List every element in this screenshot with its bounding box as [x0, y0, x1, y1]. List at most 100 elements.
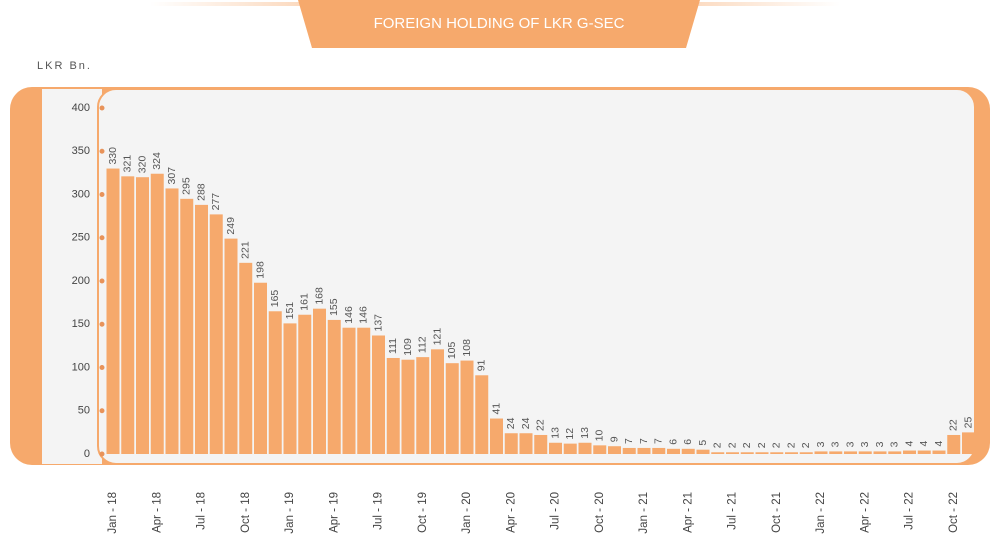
bar — [401, 359, 415, 454]
value-label: 198 — [254, 261, 266, 279]
value-label: 161 — [299, 293, 311, 311]
value-label: 137 — [372, 314, 384, 332]
bar — [416, 357, 430, 454]
value-label: 221 — [240, 241, 252, 259]
bar — [962, 432, 975, 454]
value-label: 2 — [785, 442, 797, 448]
tick-dot — [99, 148, 105, 154]
x-tick-label: Apr - 20 — [505, 492, 517, 533]
y-axis-label: LKR Bn. — [37, 60, 92, 72]
bar — [578, 442, 592, 454]
value-label: 112 — [417, 336, 429, 353]
tick-dot — [99, 451, 105, 457]
value-label: 3 — [844, 441, 856, 447]
value-label: 7 — [638, 438, 650, 444]
y-tick-label: 200 — [72, 275, 90, 287]
value-label: 165 — [269, 290, 281, 308]
bar — [136, 177, 149, 454]
value-label: 12 — [564, 428, 576, 440]
bar — [873, 451, 887, 454]
bar — [372, 335, 385, 454]
value-label: 22 — [535, 419, 547, 431]
x-tick-label: Jul - 21 — [727, 492, 739, 530]
bar — [667, 448, 680, 454]
x-tick-label: Jan - 21 — [638, 492, 650, 534]
x-tick-label: Jan - 22 — [815, 492, 827, 534]
value-label: 7 — [653, 438, 665, 444]
x-tick-label: Oct - 21 — [771, 492, 783, 533]
bar — [681, 448, 695, 454]
bar — [549, 442, 562, 454]
y-tick-label: 300 — [72, 188, 90, 200]
bar — [121, 176, 135, 454]
x-tick-label: Oct - 18 — [240, 492, 252, 533]
bar — [622, 447, 636, 454]
bar — [313, 308, 326, 454]
value-label: 9 — [608, 436, 620, 442]
y-tick-label: 100 — [72, 361, 90, 373]
tick-dot — [99, 105, 105, 111]
x-tick-label: Jan - 18 — [107, 492, 119, 534]
value-label: 24 — [505, 417, 517, 429]
value-label: 155 — [328, 298, 340, 316]
value-label: 108 — [461, 339, 473, 357]
bar — [932, 450, 946, 454]
y-tick-label: 50 — [78, 405, 90, 417]
bar — [490, 418, 503, 454]
bar — [165, 188, 179, 454]
x-tick-label: Oct - 22 — [948, 492, 960, 533]
value-label: 2 — [800, 442, 812, 448]
bar — [785, 452, 798, 454]
x-tick-label: Apr - 19 — [328, 492, 340, 533]
tick-dot — [99, 321, 105, 327]
tick-dot — [99, 365, 105, 370]
value-label: 4 — [933, 441, 945, 447]
bar — [504, 433, 518, 454]
value-label: 249 — [225, 217, 237, 235]
value-label: 277 — [210, 193, 222, 211]
bar — [327, 319, 341, 454]
bar — [637, 447, 651, 454]
value-label: 2 — [741, 442, 753, 448]
value-label: 168 — [313, 287, 325, 305]
value-label: 5 — [697, 440, 709, 446]
value-label: 2 — [771, 442, 783, 448]
bar — [180, 198, 194, 454]
bar — [283, 323, 297, 454]
value-label: 320 — [136, 156, 148, 174]
bar — [814, 451, 828, 454]
x-tick-label: Oct - 20 — [594, 492, 606, 533]
bar — [888, 451, 902, 454]
x-tick-label: Jul - 20 — [550, 492, 562, 530]
value-label: 288 — [195, 183, 207, 201]
value-label: 146 — [343, 306, 355, 324]
bar — [799, 452, 813, 454]
value-label: 3 — [815, 441, 827, 447]
bar — [903, 450, 916, 454]
bar — [445, 363, 459, 454]
x-tick-label: Apr - 21 — [682, 492, 694, 533]
bar — [298, 314, 312, 454]
bar — [239, 262, 253, 454]
value-label: 121 — [431, 328, 443, 346]
value-label: 2 — [712, 442, 724, 448]
bar — [534, 434, 548, 454]
value-label: 6 — [682, 439, 694, 445]
x-tick-label: Jan - 19 — [284, 492, 296, 534]
value-label: 105 — [446, 341, 458, 359]
value-label: 13 — [549, 427, 561, 439]
bar — [519, 433, 533, 454]
bar — [740, 452, 754, 454]
bar — [947, 434, 961, 454]
y-tick-label: 0 — [84, 448, 90, 460]
y-tick-label: 400 — [72, 102, 90, 114]
value-label: 6 — [667, 439, 679, 445]
tick-dot — [99, 278, 105, 284]
bar — [460, 360, 474, 454]
title-banner — [298, 0, 700, 48]
bar — [342, 327, 356, 454]
y-tick-label: 150 — [72, 318, 90, 330]
value-label: 3 — [874, 441, 886, 447]
bar — [386, 357, 400, 454]
value-label: 3 — [889, 441, 901, 447]
